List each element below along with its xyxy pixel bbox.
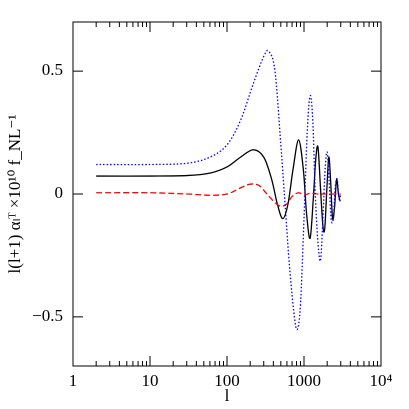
- x-tick-label: 10⁴: [370, 371, 393, 390]
- y-axis-label: l(l+1) αₗᵀ ×10¹⁰ f_NL⁻¹: [5, 115, 24, 274]
- series-line: [96, 183, 341, 207]
- x-tick-label: 1000: [287, 371, 321, 390]
- x-tick-label: 10: [142, 371, 159, 390]
- y-tick-label: 0.5: [42, 60, 63, 79]
- x-tick-label: 1: [69, 371, 78, 390]
- x-tick-label: 100: [214, 371, 240, 390]
- series-line: [96, 139, 341, 239]
- y-tick-label: −0.5: [32, 306, 63, 325]
- y-tick-label: 0: [55, 183, 64, 202]
- series-line: [96, 49, 342, 331]
- x-axis-label: l: [225, 386, 230, 405]
